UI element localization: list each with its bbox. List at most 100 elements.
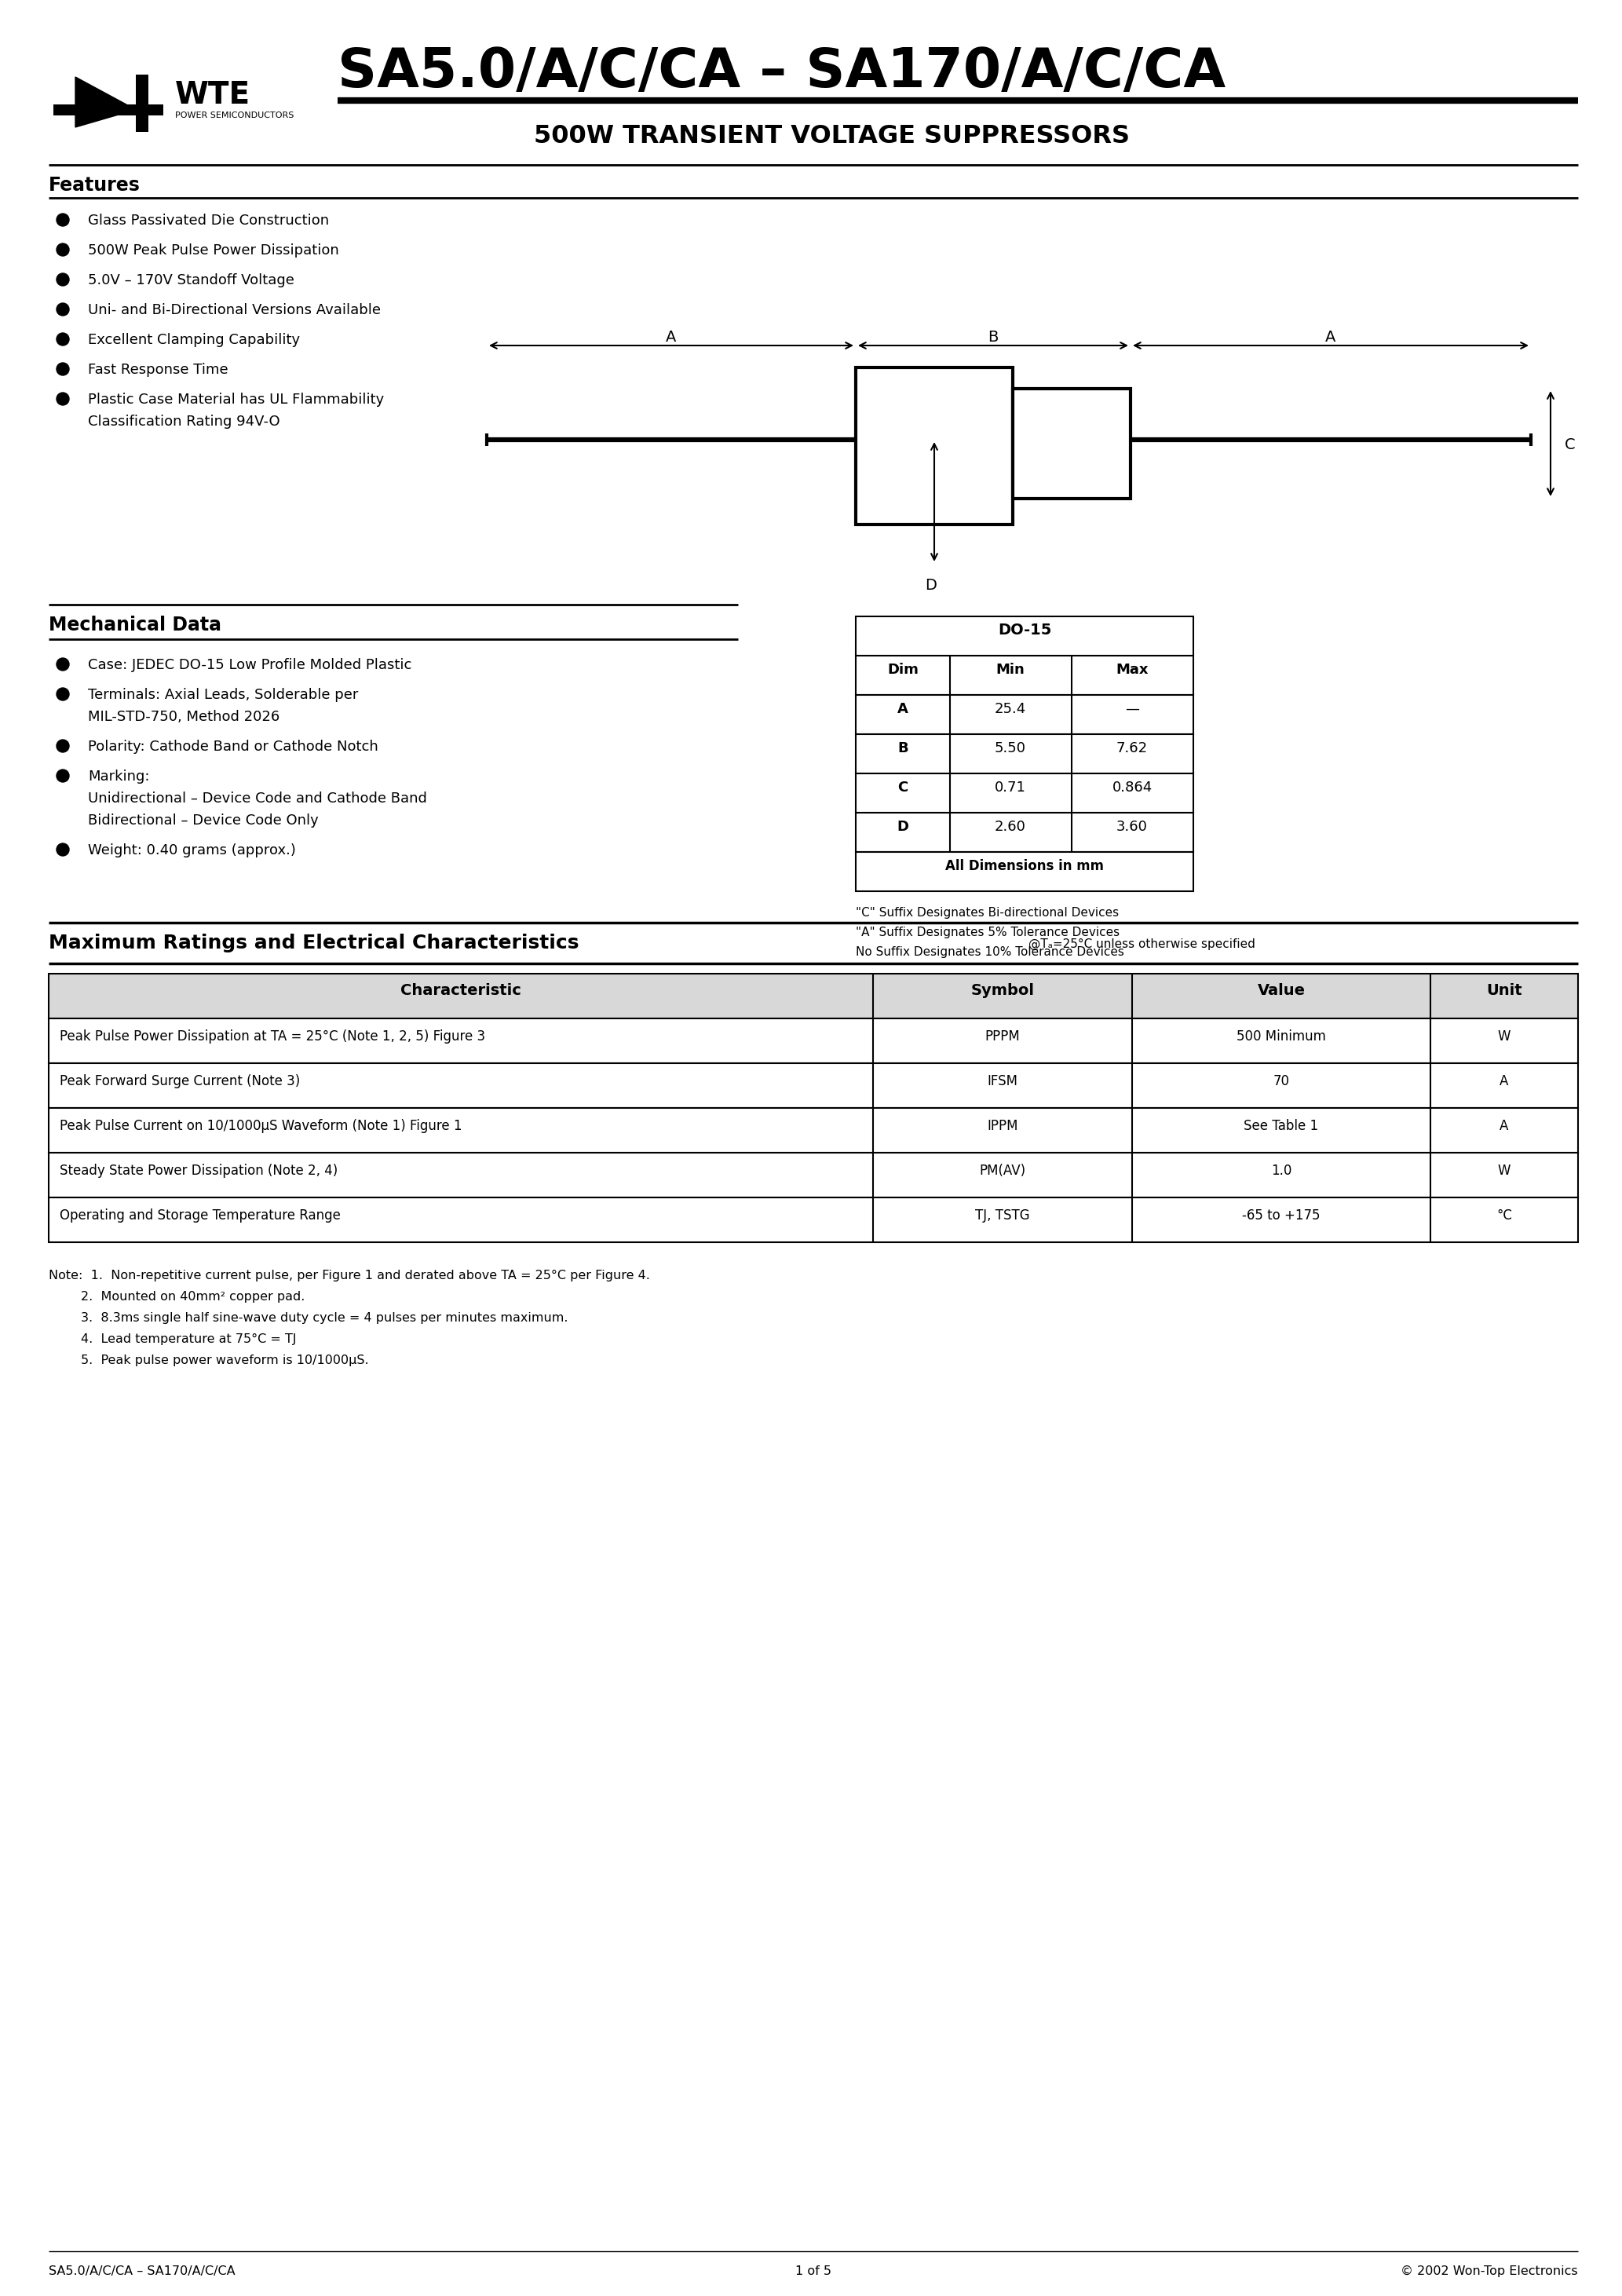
Text: W: W [1497, 1029, 1510, 1045]
Text: Min: Min [996, 664, 1025, 677]
Text: Unidirectional – Device Code and Cathode Band: Unidirectional – Device Code and Cathode… [88, 792, 427, 806]
Text: 5.  Peak pulse power waveform is 10/1000μS.: 5. Peak pulse power waveform is 10/1000μ… [49, 1355, 368, 1366]
Circle shape [57, 243, 70, 255]
Text: 2.60: 2.60 [994, 820, 1027, 833]
Text: A: A [1500, 1118, 1508, 1134]
Circle shape [57, 393, 70, 404]
Text: Peak Forward Surge Current (Note 3): Peak Forward Surge Current (Note 3) [60, 1075, 300, 1088]
Text: 0.864: 0.864 [1113, 781, 1152, 794]
Bar [856, 852, 1194, 891]
Text: IFSM: IFSM [988, 1075, 1019, 1088]
Text: SA5.0/A/C/CA – SA170/A/C/CA: SA5.0/A/C/CA – SA170/A/C/CA [337, 46, 1226, 99]
Text: Fast Response Time: Fast Response Time [88, 363, 229, 377]
Bar [1012, 388, 1131, 498]
Text: MIL-STD-750, Method 2026: MIL-STD-750, Method 2026 [88, 709, 279, 723]
Circle shape [57, 363, 70, 374]
Text: PPPM: PPPM [985, 1029, 1020, 1045]
Text: 5.0V – 170V Standoff Voltage: 5.0V – 170V Standoff Voltage [88, 273, 294, 287]
Text: Glass Passivated Die Construction: Glass Passivated Die Construction [88, 214, 329, 227]
Text: Classification Rating 94V-O: Classification Rating 94V-O [88, 416, 281, 429]
Circle shape [57, 333, 70, 344]
Text: WTE: WTE [175, 80, 250, 110]
Text: Peak Pulse Power Dissipation at TA = 25°C (Note 1, 2, 5) Figure 3: Peak Pulse Power Dissipation at TA = 25°… [60, 1029, 485, 1045]
Text: Steady State Power Dissipation (Note 2, 4): Steady State Power Dissipation (Note 2, … [60, 1164, 337, 1178]
Bar [49, 1153, 1578, 1199]
Text: B: B [897, 742, 908, 755]
Text: POWER SEMICONDUCTORS: POWER SEMICONDUCTORS [175, 113, 294, 119]
Text: 3.60: 3.60 [1116, 820, 1148, 833]
Text: Characteristic: Characteristic [401, 983, 521, 999]
Bar [54, 103, 164, 115]
Text: D: D [925, 579, 936, 592]
Text: 500W Peak Pulse Power Dissipation: 500W Peak Pulse Power Dissipation [88, 243, 339, 257]
Text: Polarity: Cathode Band or Cathode Notch: Polarity: Cathode Band or Cathode Notch [88, 739, 378, 753]
Text: © 2002 Won-Top Electronics: © 2002 Won-Top Electronics [1401, 2266, 1578, 2278]
Polygon shape [75, 78, 136, 126]
Circle shape [57, 689, 70, 700]
Text: IPPM: IPPM [988, 1118, 1019, 1134]
Bar [856, 696, 1194, 735]
Bar [49, 1109, 1578, 1153]
Text: 500W TRANSIENT VOLTAGE SUPPRESSORS: 500W TRANSIENT VOLTAGE SUPPRESSORS [534, 124, 1131, 149]
Text: A: A [1500, 1075, 1508, 1088]
Bar [856, 774, 1194, 813]
Text: Uni- and Bi-Directional Versions Available: Uni- and Bi-Directional Versions Availab… [88, 303, 381, 317]
Text: 70: 70 [1273, 1075, 1289, 1088]
Text: 3.  8.3ms single half sine-wave duty cycle = 4 pulses per minutes maximum.: 3. 8.3ms single half sine-wave duty cycl… [49, 1311, 568, 1325]
Circle shape [57, 659, 70, 670]
Text: Peak Pulse Current on 10/1000μS Waveform (Note 1) Figure 1: Peak Pulse Current on 10/1000μS Waveform… [60, 1118, 462, 1134]
Bar [136, 73, 148, 131]
Text: °C: °C [1497, 1208, 1512, 1221]
Text: TJ, TSTG: TJ, TSTG [975, 1208, 1030, 1221]
Text: Weight: 0.40 grams (approx.): Weight: 0.40 grams (approx.) [88, 843, 295, 856]
Text: SA5.0/A/C/CA – SA170/A/C/CA: SA5.0/A/C/CA – SA170/A/C/CA [49, 2266, 235, 2278]
Circle shape [57, 843, 70, 856]
Text: —: — [1126, 703, 1139, 716]
Text: 500 Minimum: 500 Minimum [1236, 1029, 1325, 1045]
Circle shape [57, 273, 70, 285]
Text: 1 of 5: 1 of 5 [795, 2266, 832, 2278]
Text: 0.71: 0.71 [994, 781, 1027, 794]
Text: 1.0: 1.0 [1272, 1164, 1291, 1178]
Bar [856, 735, 1194, 774]
Text: C: C [1565, 436, 1575, 452]
Text: Plastic Case Material has UL Flammability: Plastic Case Material has UL Flammabilit… [88, 393, 384, 406]
Text: 7.62: 7.62 [1116, 742, 1148, 755]
Text: 25.4: 25.4 [994, 703, 1027, 716]
Text: D: D [897, 820, 908, 833]
Text: W: W [1497, 1164, 1510, 1178]
Text: Max: Max [1116, 664, 1148, 677]
Text: A: A [1325, 331, 1337, 344]
Text: Dim: Dim [887, 664, 918, 677]
Bar [49, 974, 1578, 1019]
Text: Excellent Clamping Capability: Excellent Clamping Capability [88, 333, 300, 347]
Text: Features: Features [49, 177, 141, 195]
Text: DO-15: DO-15 [998, 622, 1051, 638]
Text: "A" Suffix Designates 5% Tolerance Devices: "A" Suffix Designates 5% Tolerance Devic… [856, 928, 1119, 939]
Text: Marking:: Marking: [88, 769, 149, 783]
Text: Symbol: Symbol [970, 983, 1035, 999]
Text: A: A [897, 703, 908, 716]
Text: Value: Value [1257, 983, 1306, 999]
Text: See Table 1: See Table 1 [1244, 1118, 1319, 1134]
Text: All Dimensions in mm: All Dimensions in mm [946, 859, 1105, 872]
Text: Unit: Unit [1486, 983, 1521, 999]
Text: A: A [667, 331, 676, 344]
Text: Mechanical Data: Mechanical Data [49, 615, 221, 634]
Bar [856, 615, 1194, 657]
Text: Maximum Ratings and Electrical Characteristics: Maximum Ratings and Electrical Character… [49, 934, 579, 953]
Circle shape [57, 769, 70, 783]
Circle shape [57, 739, 70, 753]
Bar [49, 1199, 1578, 1242]
Text: 2.  Mounted on 40mm² copper pad.: 2. Mounted on 40mm² copper pad. [49, 1290, 305, 1302]
Text: No Suffix Designates 10% Tolerance Devices: No Suffix Designates 10% Tolerance Devic… [856, 946, 1124, 957]
Bar [856, 367, 1012, 523]
Circle shape [57, 214, 70, 225]
Text: Case: JEDEC DO-15 Low Profile Molded Plastic: Case: JEDEC DO-15 Low Profile Molded Pla… [88, 659, 412, 673]
Text: "C" Suffix Designates Bi-directional Devices: "C" Suffix Designates Bi-directional Dev… [856, 907, 1119, 918]
Text: Bidirectional – Device Code Only: Bidirectional – Device Code Only [88, 813, 318, 827]
Text: B: B [988, 331, 999, 344]
Text: @Tₐ=25°C unless otherwise specified: @Tₐ=25°C unless otherwise specified [1028, 939, 1255, 951]
Text: Operating and Storage Temperature Range: Operating and Storage Temperature Range [60, 1208, 341, 1221]
Text: Terminals: Axial Leads, Solderable per: Terminals: Axial Leads, Solderable per [88, 689, 358, 703]
